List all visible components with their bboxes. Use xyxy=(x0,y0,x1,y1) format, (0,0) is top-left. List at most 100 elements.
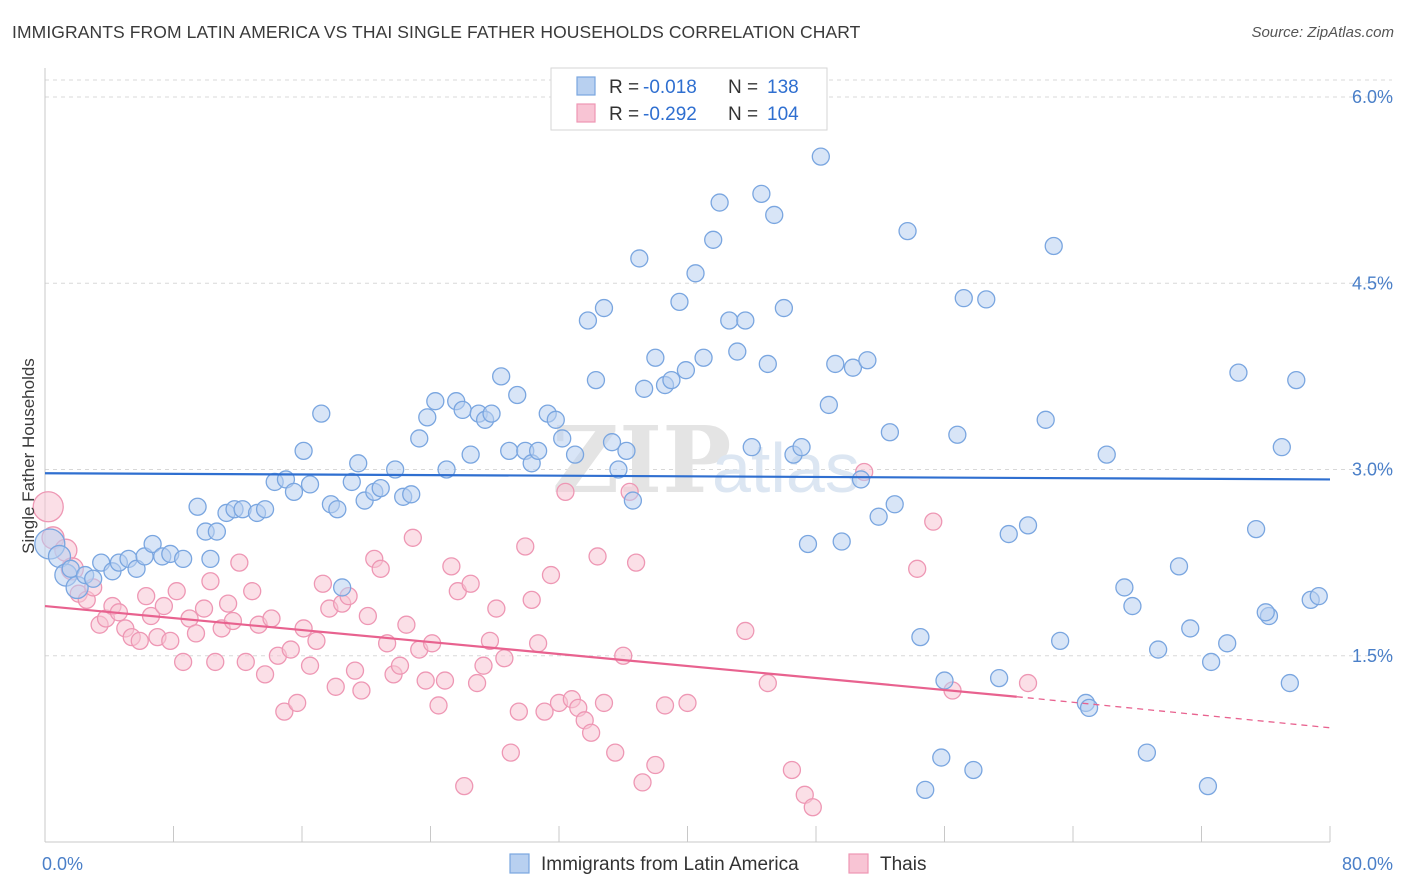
latin-america-point xyxy=(843,358,863,377)
trend-line-thais xyxy=(44,604,1017,698)
thais-point xyxy=(352,681,371,700)
thais-point xyxy=(255,665,275,684)
series-legend-swatch-pink xyxy=(848,853,869,874)
series-legend-label-blue: Immigrants from Latin America xyxy=(541,854,799,875)
thais-point xyxy=(243,582,262,601)
thais-point xyxy=(300,656,320,675)
latin-america-point xyxy=(1036,410,1055,429)
thais-point xyxy=(588,547,607,566)
latin-america-point xyxy=(602,433,622,452)
thais-point xyxy=(429,696,448,715)
thais-point xyxy=(522,590,541,610)
latin-america-point xyxy=(623,491,643,510)
thais-point xyxy=(137,587,156,606)
watermark-atlas: atlas xyxy=(712,429,860,507)
latin-america-point xyxy=(670,292,689,312)
latin-america-point xyxy=(300,475,320,494)
latin-america-point xyxy=(819,395,838,415)
latin-america-point xyxy=(720,311,739,330)
thais-point xyxy=(803,798,822,817)
latin-america-point xyxy=(798,534,818,554)
thais-point xyxy=(281,640,300,659)
thais-point xyxy=(541,565,561,585)
latin-america-point xyxy=(1097,445,1116,464)
thais-point xyxy=(501,743,520,762)
latin-america-point xyxy=(728,342,747,361)
chart-title: IMMIGRANTS FROM LATIN AMERICA VS THAI SI… xyxy=(12,22,861,42)
latin-america-point xyxy=(342,472,361,492)
thais-point xyxy=(442,557,461,576)
thais-point xyxy=(390,656,410,675)
grid-layer xyxy=(45,79,1392,657)
series-legend: Immigrants from Latin America Thais xyxy=(509,853,926,875)
legend-r-label-pink: R = xyxy=(609,104,639,125)
latin-america-point xyxy=(594,298,614,318)
legend-swatch-blue xyxy=(576,76,596,96)
latin-america-point xyxy=(694,348,713,367)
legend-r-label-blue: R = xyxy=(609,77,639,98)
thais-point xyxy=(678,693,697,713)
latin-america-point xyxy=(461,445,480,464)
latin-america-point xyxy=(999,524,1018,544)
latin-america-point xyxy=(143,534,162,554)
latin-america-point xyxy=(1201,652,1221,672)
latin-america-point xyxy=(1229,363,1248,382)
latin-america-point xyxy=(284,482,304,502)
thais-point xyxy=(161,631,180,650)
thais-point xyxy=(467,673,487,693)
latin-america-point xyxy=(880,423,900,442)
correlation-legend-box xyxy=(550,67,828,131)
thais-point xyxy=(201,572,220,591)
latin-america-point xyxy=(492,367,511,386)
latin-america-point xyxy=(676,361,696,380)
trend-lines xyxy=(44,472,1331,729)
latin-america-point xyxy=(932,748,951,767)
latin-america-point xyxy=(188,497,207,516)
thais-point xyxy=(154,596,174,616)
thais-point xyxy=(509,702,528,721)
axis-labels: 1.5% 3.0% 4.5% 6.0% 0.0% 80.0% Single Father H… xyxy=(19,87,1393,874)
legend-n-label-pink: N = xyxy=(728,104,758,125)
latin-america-point xyxy=(704,230,723,249)
thais-point xyxy=(345,661,365,680)
latin-america-point xyxy=(386,460,405,479)
latin-america-point xyxy=(437,460,456,479)
legend-n-value-blue: 138 xyxy=(767,77,799,98)
thais-point xyxy=(655,696,675,715)
thais-points xyxy=(32,462,1038,817)
latin-america-point xyxy=(630,249,649,268)
latin-america-point xyxy=(508,385,527,405)
latin-america-point xyxy=(1137,743,1157,762)
latin-america-point xyxy=(911,627,930,647)
thais-point xyxy=(480,631,500,650)
latin-america-point xyxy=(207,522,227,541)
thais-point xyxy=(646,755,665,775)
latin-america-point xyxy=(578,311,598,330)
legend-r-value-pink: -0.292 xyxy=(643,104,697,125)
thais-point xyxy=(535,702,554,721)
latin-america-point xyxy=(954,288,973,308)
latin-america-point xyxy=(410,429,429,448)
latin-america-point xyxy=(1169,557,1189,576)
latin-america-point xyxy=(977,290,996,309)
latin-america-point xyxy=(765,205,784,225)
latin-america-point xyxy=(1148,640,1168,659)
thais-point xyxy=(173,652,193,672)
latin-america-point xyxy=(710,193,729,212)
latin-america-point xyxy=(312,404,331,423)
thais-point xyxy=(924,512,943,531)
latin-america-point xyxy=(1044,236,1063,256)
thais-point xyxy=(230,553,249,572)
correlation-legend: R = -0.018 N = 138 R = -0.292 N = 104 xyxy=(550,67,828,131)
thais-point xyxy=(262,609,281,628)
thais-point xyxy=(403,528,422,547)
thais-point xyxy=(206,652,225,672)
latin-america-point xyxy=(752,184,771,204)
thais-point xyxy=(358,606,378,626)
thais-point xyxy=(581,723,601,742)
latin-america-point xyxy=(328,500,347,519)
thais-point xyxy=(223,611,243,631)
latin-america-point xyxy=(402,485,421,504)
thais-point xyxy=(313,574,333,593)
latin-america-point xyxy=(1123,596,1142,616)
